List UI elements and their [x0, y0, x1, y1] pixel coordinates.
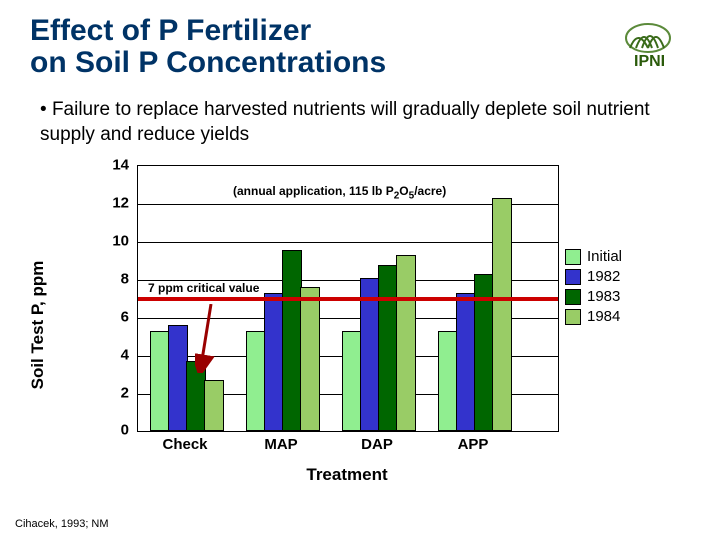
page-title: Effect of P Fertilizer on Soil P Concent… — [30, 15, 690, 78]
x-tick-label: MAP — [264, 436, 297, 453]
legend-label: 1982 — [587, 268, 620, 285]
x-axis-title: Treatment — [137, 465, 557, 485]
ipni-logo: IPNI — [620, 20, 690, 70]
bar — [492, 198, 512, 431]
critical-label: 7 ppm critical value — [148, 281, 259, 295]
bar — [204, 380, 224, 431]
bar — [378, 265, 398, 432]
bar — [360, 278, 380, 431]
y-tick-label: 6 — [121, 308, 129, 325]
legend-swatch — [565, 309, 581, 325]
bar — [168, 325, 188, 431]
y-tick-label: 0 — [121, 422, 129, 439]
bar — [246, 331, 266, 431]
legend-swatch — [565, 249, 581, 265]
chart-container: Soil Test P, ppm 02468101214 7 ppm criti… — [60, 165, 660, 485]
legend-swatch — [565, 289, 581, 305]
bar — [150, 331, 170, 431]
bar — [300, 287, 320, 431]
annotation: (annual application, 115 lb P2O5/acre) — [233, 184, 446, 201]
x-tick-label: APP — [458, 436, 489, 453]
title-line-2: on Soil P Concentrations — [30, 46, 386, 79]
svg-text:IPNI: IPNI — [634, 53, 665, 70]
y-tick-label: 12 — [112, 195, 129, 212]
x-tick-label: Check — [162, 436, 207, 453]
critical-line — [138, 297, 558, 301]
bar — [456, 293, 476, 431]
legend-item: 1983 — [565, 288, 622, 305]
bar — [396, 255, 416, 431]
legend-item: Initial — [565, 248, 622, 265]
bar — [342, 331, 362, 431]
legend-label: Initial — [587, 248, 622, 265]
legend-item: 1984 — [565, 308, 622, 325]
legend: Initial 1982 1983 1984 — [565, 245, 622, 328]
title-line-1: Effect of P Fertilizer — [30, 14, 311, 47]
legend-label: 1983 — [587, 288, 620, 305]
legend-swatch — [565, 269, 581, 285]
y-tick-label: 14 — [112, 157, 129, 174]
y-tick-label: 4 — [121, 346, 129, 363]
legend-label: 1984 — [587, 308, 620, 325]
citation: Cihacek, 1993; NM — [15, 518, 109, 530]
y-axis-label: Soil Test P, ppm — [28, 261, 48, 390]
bar — [264, 293, 284, 431]
bullet-content: Failure to replace harvested nutrients w… — [40, 99, 650, 145]
y-tick-label: 2 — [121, 384, 129, 401]
plot-area: 7 ppm critical value (annual application,… — [137, 165, 559, 432]
bar — [282, 250, 302, 432]
y-tick-label: 8 — [121, 270, 129, 287]
arrow-icon — [195, 304, 219, 378]
y-axis: 02468101214 — [100, 165, 135, 430]
bar — [438, 331, 458, 431]
legend-item: 1982 — [565, 268, 622, 285]
bullet-text: • Failure to replace harvested nutrients… — [40, 98, 690, 147]
x-tick-label: DAP — [361, 436, 393, 453]
y-tick-label: 10 — [112, 233, 129, 250]
